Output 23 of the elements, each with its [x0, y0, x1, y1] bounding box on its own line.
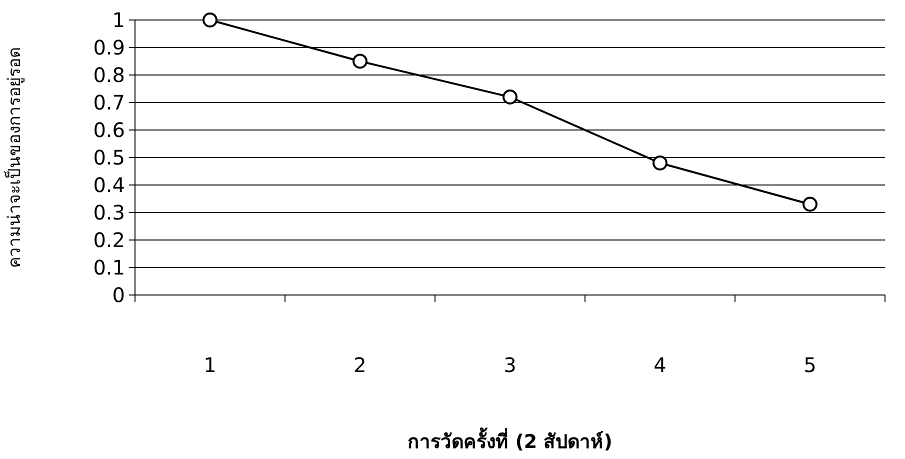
point [352, 54, 368, 69]
y-tick-label: 0.4 [93, 173, 125, 197]
x-tick-label: 3 [504, 353, 516, 377]
y-tick-label: 0.7 [93, 90, 125, 114]
x-tick-label: 5 [804, 353, 816, 377]
y-tick-label: 0.6 [93, 118, 125, 142]
y-tick-label: 0.2 [93, 228, 125, 252]
y-tick-label: 0 [112, 283, 125, 307]
x-tick-label: 4 [654, 353, 666, 377]
y-tick-label: 0.9 [93, 36, 125, 60]
y-tick-label: 0.8 [93, 63, 125, 87]
y-axis-title: ความน่าจะเป็นของการอยู่รอด [3, 47, 25, 268]
point [802, 196, 818, 212]
y-tick-label: 0.1 [93, 256, 125, 280]
y-tick-label: 0.3 [93, 200, 125, 224]
y-tick-label: 1 [112, 8, 125, 32]
point [502, 90, 518, 104]
point [652, 156, 668, 170]
y-tick-label: 0.5 [93, 146, 125, 170]
x-tick-label: 1 [204, 353, 216, 377]
x-tick-label: 2 [354, 353, 366, 377]
point [202, 12, 218, 28]
x-axis-title: การวัดครั้งที่ (2 สัปดาห์) [408, 427, 612, 453]
